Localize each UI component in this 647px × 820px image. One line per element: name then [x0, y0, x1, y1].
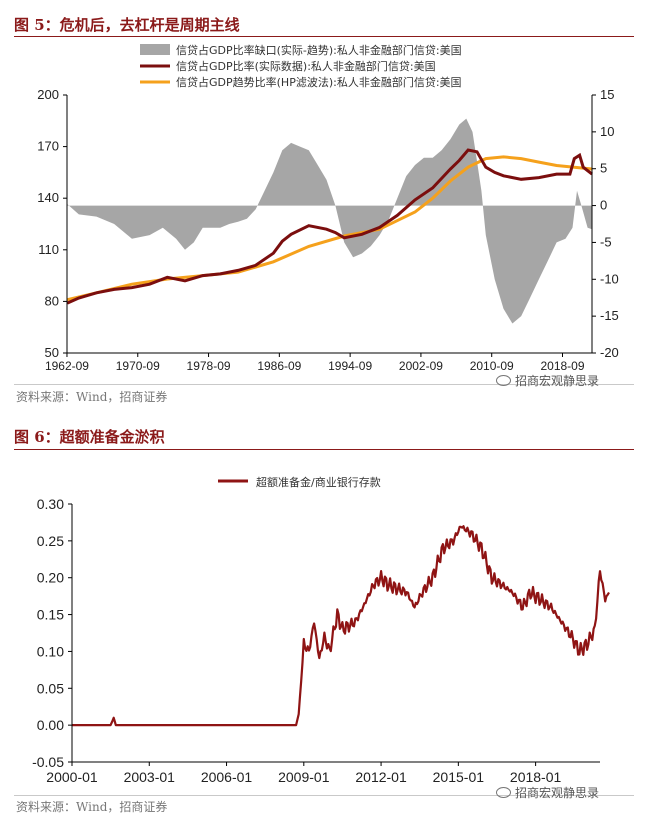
right-y-tick-label: -15 [600, 308, 619, 323]
x-tick-label: 2000-01 [46, 769, 98, 785]
y-tick-label: 0.00 [37, 717, 64, 733]
figure6-source: 资料来源：Wind，招商证券 [16, 800, 168, 814]
trend-ratio-line [66, 155, 593, 302]
figure5-chart: 信贷占GDP比率缺口(实际-趋势):私人非金融部门信贷:美国信贷占GDP比率(实… [37, 43, 619, 373]
figure6-lines [72, 525, 610, 727]
figure6-title: 图 6：超额准备金淤积 [14, 428, 165, 446]
wechat-icon [496, 787, 511, 798]
left-y-tick-label: 50 [45, 345, 59, 360]
right-y-tick-label: -20 [600, 345, 619, 360]
right-y-tick-label: 5 [600, 161, 607, 176]
x-tick-label: 2002-09 [399, 359, 443, 373]
right-y-tick-label: 15 [600, 87, 614, 102]
excess-reserve-ratio-line [72, 525, 610, 727]
wechat-icon [496, 375, 511, 386]
x-tick-label: 2015-01 [433, 769, 485, 785]
x-tick-label: 1962-09 [45, 359, 89, 373]
y-tick-label: -0.05 [32, 754, 64, 770]
right-y-tick-label: -5 [600, 234, 612, 249]
y-tick-label: 0.10 [37, 643, 64, 659]
figure5-title-rule [14, 36, 634, 37]
y-tick-label: 0.30 [37, 496, 64, 512]
right-y-tick-label: -10 [600, 271, 619, 286]
left-y-tick-label: 140 [37, 190, 59, 205]
left-y-tick-label: 80 [45, 293, 59, 308]
legend-label-actual: 信贷占GDP比率(实际数据):私人非金融部门信贷:美国 [176, 59, 436, 73]
y-tick-label: 0.05 [37, 680, 64, 696]
figure6-title-rule [14, 449, 634, 450]
actual-ratio-line [66, 148, 593, 305]
figure5-source: 资料来源：Wind，招商证券 [16, 390, 168, 404]
figure6-watermark-text: 招商宏观静思录 [515, 786, 600, 800]
figure5-legend: 信贷占GDP比率缺口(实际-趋势):私人非金融部门信贷:美国信贷占GDP比率(实… [140, 43, 462, 89]
x-tick-label: 1994-09 [328, 359, 372, 373]
x-tick-label: 2009-01 [278, 769, 330, 785]
x-tick-label: 2018-01 [510, 769, 562, 785]
figure5-title: 图 5：危机后，去杠杆是周期主线 [14, 16, 240, 34]
y-tick-label: 0.25 [37, 533, 64, 549]
y-tick-label: 0.15 [37, 607, 64, 623]
legend-swatch-gap [140, 44, 170, 55]
figure6-footer-rule [14, 795, 634, 796]
left-y-tick-label: 170 [37, 139, 59, 154]
figure6-chart: 超额准备金/商业银行存款 -0.05 0.00 0.05 0.10 0.15 0.20 0.… [32, 475, 610, 785]
figure5-watermark-text: 招商宏观静思录 [515, 374, 600, 388]
right-y-tick-label: 10 [600, 124, 614, 139]
left-y-tick-label: 110 [38, 242, 59, 257]
figure5-axes: 50 80 110 140 170 200 -20 -15 -10 -5 0 5 10 15 1962-09… [37, 87, 619, 373]
legend-label-gap: 信贷占GDP比率缺口(实际-趋势):私人非金融部门信贷:美国 [176, 43, 462, 57]
figure6-legend: 超额准备金/商业银行存款 [218, 475, 381, 489]
figure6-watermark: 招商宏观静思录 [496, 784, 599, 801]
figure5-lines [66, 148, 593, 305]
figure6-axes: -0.05 0.00 0.05 0.10 0.15 0.20 0.25 0.30 2000-01… [32, 496, 600, 785]
y-tick-label: 0.20 [37, 570, 64, 586]
right-y-tick-label: 0 [600, 198, 607, 213]
x-tick-label: 2006-01 [201, 769, 253, 785]
x-tick-label: 2018-09 [540, 359, 584, 373]
figure5-footer-rule [14, 384, 634, 385]
legend-label-trend: 信贷占GDP趋势比率(HP滤波法):私人非金融部门信贷:美国 [176, 75, 462, 89]
left-y-tick-label: 200 [37, 87, 59, 102]
x-tick-label: 2003-01 [124, 769, 176, 785]
x-tick-label: 1970-09 [116, 359, 160, 373]
x-tick-label: 2012-01 [355, 769, 407, 785]
legend-label-ratio: 超额准备金/商业银行存款 [256, 475, 381, 489]
x-tick-label: 2010-09 [470, 359, 514, 373]
credit-gap-area [67, 118, 593, 324]
x-tick-label: 1986-09 [257, 359, 301, 373]
figure5-watermark: 招商宏观静思录 [496, 372, 599, 389]
figure5-gap-area [67, 118, 593, 324]
x-tick-label: 1978-09 [187, 359, 231, 373]
